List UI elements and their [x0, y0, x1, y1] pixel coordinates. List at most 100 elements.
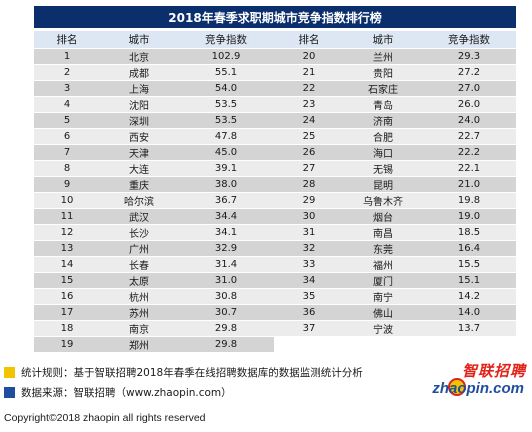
cell-city-2: 厦门	[344, 272, 422, 289]
cell-rank-2: 37	[274, 320, 344, 337]
cell-score-2: 27.0	[422, 80, 516, 97]
cell-score: 54.0	[178, 80, 274, 97]
cell-rank-2: 31	[274, 224, 344, 241]
cell-city: 哈尔滨	[100, 192, 178, 209]
copyright-text: Copyright©2018 zhaopin all rights reserv…	[4, 412, 206, 424]
cell-city-2: 兰州	[344, 48, 422, 65]
cell-city: 杭州	[100, 288, 178, 305]
table-row: 7 天津 45.0 26 海口 22.2	[34, 144, 516, 161]
cell-city-2: 东莞	[344, 240, 422, 257]
table-row: 15 太原 31.0 34 厦门 15.1	[34, 272, 516, 289]
cell-city-2: 福州	[344, 256, 422, 273]
table-row: 6 西安 47.8 25 合肥 22.7	[34, 128, 516, 145]
cell-score-2: 24.0	[422, 112, 516, 129]
header-city-2: 城市	[344, 31, 422, 49]
data-source-text: 数据来源：智联招聘（www.zhaopin.com）	[21, 386, 232, 399]
cell-rank-2: 24	[274, 112, 344, 129]
cell-rank-2: 20	[274, 48, 344, 65]
ranking-table: 排名 城市 竞争指数 排名 城市 竞争指数 1 北京 102.9 20 兰州 29.3 2 成…	[34, 31, 516, 353]
cell-score: 34.4	[178, 208, 274, 225]
cell-city: 长春	[100, 256, 178, 273]
cell-city: 深圳	[100, 112, 178, 129]
table-row: 11 武汉 34.4 30 烟台 19.0	[34, 208, 516, 225]
cell-city-2	[344, 336, 422, 353]
cell-city: 长沙	[100, 224, 178, 241]
cell-score: 36.7	[178, 192, 274, 209]
cell-rank: 19	[34, 336, 100, 353]
cell-city-2: 海口	[344, 144, 422, 161]
cell-rank-2: 28	[274, 176, 344, 193]
cell-rank: 10	[34, 192, 100, 209]
cell-rank: 7	[34, 144, 100, 161]
cell-city: 大连	[100, 160, 178, 177]
cell-score: 39.1	[178, 160, 274, 177]
cell-rank-2: 29	[274, 192, 344, 209]
cell-score-2: 13.7	[422, 320, 516, 337]
cell-city: 重庆	[100, 176, 178, 193]
cell-score: 29.8	[178, 336, 274, 353]
cell-score-2: 27.2	[422, 64, 516, 81]
logo-chinese-text: 智联招聘	[461, 362, 526, 380]
cell-rank: 17	[34, 304, 100, 321]
blue-square-icon	[4, 386, 15, 398]
notes: 统计规则：基于智联招聘2018年春季在线招聘数据库的数据监测统计分析 数据来源：…	[4, 362, 424, 402]
cell-rank: 4	[34, 96, 100, 113]
cell-city: 武汉	[100, 208, 178, 225]
cell-city-2: 佛山	[344, 304, 422, 321]
cell-rank: 13	[34, 240, 100, 257]
cell-score: 38.0	[178, 176, 274, 193]
cell-score: 30.7	[178, 304, 274, 321]
cell-rank: 15	[34, 272, 100, 289]
cell-city: 西安	[100, 128, 178, 145]
cell-rank: 2	[34, 64, 100, 81]
cell-score: 102.9	[178, 48, 274, 65]
cell-rank: 18	[34, 320, 100, 337]
cell-rank: 1	[34, 48, 100, 65]
cell-score: 31.4	[178, 256, 274, 273]
cell-rank: 14	[34, 256, 100, 273]
cell-rank-2	[274, 336, 344, 353]
cell-city-2: 合肥	[344, 128, 422, 145]
cell-rank: 9	[34, 176, 100, 193]
cell-score-2: 15.1	[422, 272, 516, 289]
table-title: 2018年春季求职期城市竞争指数排行榜	[34, 6, 516, 28]
cell-score-2: 19.0	[422, 208, 516, 225]
cell-rank-2: 35	[274, 288, 344, 305]
cell-score-2: 15.5	[422, 256, 516, 273]
cell-score: 45.0	[178, 144, 274, 161]
cell-score-2: 21.0	[422, 176, 516, 193]
cell-city-2: 乌鲁木齐	[344, 192, 422, 209]
table-row: 5 深圳 53.5 24 济南 24.0	[34, 112, 516, 129]
cell-score-2: 26.0	[422, 96, 516, 113]
cell-score: 53.5	[178, 112, 274, 129]
table-row: 17 苏州 30.7 36 佛山 14.0	[34, 304, 516, 321]
table-row: 10 哈尔滨 36.7 29 乌鲁木齐 19.8	[34, 192, 516, 209]
cell-score-2: 22.1	[422, 160, 516, 177]
cell-rank-2: 30	[274, 208, 344, 225]
table-row: 13 广州 32.9 32 东莞 16.4	[34, 240, 516, 257]
cell-rank-2: 32	[274, 240, 344, 257]
cell-score-2: 16.4	[422, 240, 516, 257]
cell-score: 29.8	[178, 320, 274, 337]
cell-score: 32.9	[178, 240, 274, 257]
header-rank-2: 排名	[274, 31, 344, 49]
cell-rank-2: 34	[274, 272, 344, 289]
cell-city: 广州	[100, 240, 178, 257]
cell-score: 55.1	[178, 64, 274, 81]
table-row: 12 长沙 34.1 31 南昌 18.5	[34, 224, 516, 241]
cell-rank-2: 23	[274, 96, 344, 113]
cell-score: 53.5	[178, 96, 274, 113]
cell-rank-2: 33	[274, 256, 344, 273]
header-city: 城市	[100, 31, 178, 49]
cell-city-2: 南宁	[344, 288, 422, 305]
table-row: 9 重庆 38.0 28 昆明 21.0	[34, 176, 516, 193]
table-row: 8 大连 39.1 27 无锡 22.1	[34, 160, 516, 177]
cell-score: 31.0	[178, 272, 274, 289]
table-row: 2 成都 55.1 21 贵阳 27.2	[34, 64, 516, 81]
cell-score-2: 29.3	[422, 48, 516, 65]
cell-score: 30.8	[178, 288, 274, 305]
cell-rank-2: 25	[274, 128, 344, 145]
cell-city: 北京	[100, 48, 178, 65]
cell-city-2: 南昌	[344, 224, 422, 241]
cell-city: 成都	[100, 64, 178, 81]
